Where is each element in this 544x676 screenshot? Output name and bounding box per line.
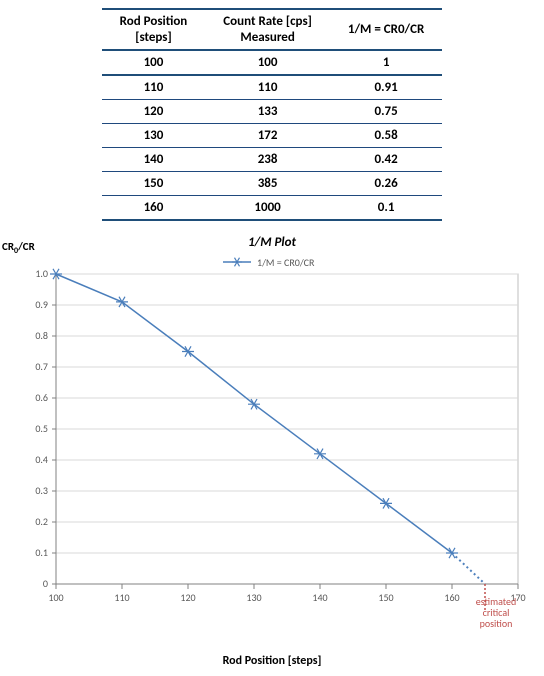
table-header: Rod Position[steps]	[102, 9, 206, 50]
table-cell: 0.91	[330, 75, 442, 100]
table-cell: 120	[102, 100, 206, 124]
table-cell: 0.1	[330, 196, 442, 221]
svg-text:0.6: 0.6	[35, 391, 48, 404]
table-cell: 1000	[205, 196, 330, 221]
table-cell: 172	[205, 124, 330, 148]
table-cell: 100	[205, 50, 330, 75]
table-row: 1101100.91	[102, 75, 443, 100]
table-cell: 130	[102, 124, 206, 148]
y-axis-label: CR0/CR	[2, 240, 35, 256]
table-cell: 110	[102, 75, 206, 100]
table-cell: 140	[102, 148, 206, 172]
table-row: 1503850.26	[102, 172, 443, 196]
table-cell: 0.26	[330, 172, 442, 196]
svg-text:0.7: 0.7	[35, 360, 48, 373]
chart-container: 1/M Plot CR0/CR 00.10.20.30.40.50.60.70.…	[8, 235, 536, 668]
table-cell: 1	[330, 50, 442, 75]
svg-text:140: 140	[312, 591, 327, 604]
svg-text:130: 130	[246, 591, 261, 604]
table-row: 16010000.1	[102, 196, 443, 221]
table-header: 1/M = CR0/CR	[330, 9, 442, 50]
svg-text:1/M = CR0/CR: 1/M = CR0/CR	[257, 256, 315, 269]
svg-text:110: 110	[114, 591, 129, 604]
table-row: 1001001	[102, 50, 443, 75]
svg-text:160: 160	[444, 591, 459, 604]
table-row: 1402380.42	[102, 148, 443, 172]
svg-text:150: 150	[378, 591, 393, 604]
table-cell: 100	[102, 50, 206, 75]
table-cell: 385	[205, 172, 330, 196]
table-cell: 133	[205, 100, 330, 124]
critical-position-annotation: estimatedcriticalposition	[471, 596, 521, 629]
svg-text:0.9: 0.9	[35, 298, 48, 311]
svg-text:100: 100	[48, 591, 63, 604]
svg-text:0.8: 0.8	[35, 329, 48, 342]
svg-text:0.4: 0.4	[35, 453, 48, 466]
svg-text:1.0: 1.0	[35, 267, 48, 280]
svg-text:0.3: 0.3	[35, 484, 48, 497]
table-cell: 150	[102, 172, 206, 196]
table-cell: 160	[102, 196, 206, 221]
svg-text:0.5: 0.5	[35, 422, 48, 435]
table-row: 1301720.58	[102, 124, 443, 148]
table-header: Count Rate [cps]Measured	[205, 9, 330, 50]
data-table: Rod Position[steps]Count Rate [cps]Measu…	[102, 8, 443, 221]
line-chart: 0 0.1 0.2 0.3 0.4 0.5 0.6 0.7 0.8 0.9 1.0 100 110 120…	[8, 252, 536, 632]
svg-text:0.2: 0.2	[35, 515, 48, 528]
table-cell: 0.58	[330, 124, 442, 148]
table-cell: 0.75	[330, 100, 442, 124]
svg-text:0.1: 0.1	[35, 546, 48, 559]
svg-text:0: 0	[43, 577, 48, 590]
svg-text:120: 120	[180, 591, 195, 604]
table-row: 1201330.75	[102, 100, 443, 124]
table-cell: 110	[205, 75, 330, 100]
table-cell: 238	[205, 148, 330, 172]
chart-title: 1/M Plot	[8, 235, 536, 250]
table-cell: 0.42	[330, 148, 442, 172]
